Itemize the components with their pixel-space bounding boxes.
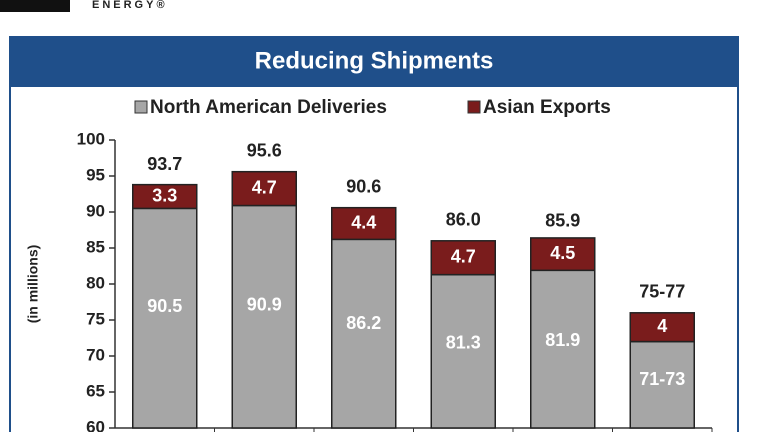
total-label: 95.6 — [247, 140, 282, 160]
total-label: 90.6 — [346, 176, 381, 196]
legend-swatch — [134, 100, 148, 114]
bar-value-label: 71-73 — [639, 369, 685, 389]
bar-segment — [132, 207, 198, 429]
bar-segment — [629, 340, 695, 429]
y-tick-label: 75 — [86, 309, 105, 328]
y-tick-label: 60 — [86, 417, 105, 432]
y-tick-label: 80 — [86, 273, 105, 292]
y-tick-label: 85 — [86, 237, 105, 256]
bar-value-label: 4.5 — [550, 243, 575, 263]
bar-segment — [331, 206, 397, 241]
logo-text: ENERGY® — [92, 0, 168, 11]
legend-label: North American Deliveries — [150, 97, 387, 118]
legend-label: Asian Exports — [483, 97, 611, 118]
y-tick-label: 65 — [86, 381, 105, 400]
y-tick-label: 90 — [86, 201, 105, 220]
bar-segment — [530, 237, 596, 272]
total-label: 93.7 — [147, 154, 182, 174]
total-label: 86.0 — [446, 210, 481, 230]
bar-segment — [629, 312, 695, 343]
bar-value-label: 4.4 — [351, 212, 376, 232]
bar-value-label: 86.2 — [346, 313, 381, 333]
bar-segment — [430, 273, 496, 429]
bar-value-label: 3.3 — [152, 185, 177, 205]
logo-block — [0, 0, 70, 12]
bar-value-label: 90.9 — [247, 294, 282, 314]
bar-value-label: 4.7 — [252, 177, 277, 197]
bar-segment — [430, 240, 496, 276]
bar-value-label: 4 — [657, 316, 667, 336]
y-tick-label: 70 — [86, 345, 105, 364]
bar-value-label: 81.3 — [446, 332, 481, 352]
bar-value-label: 90.5 — [147, 296, 182, 316]
total-label: 75-77 — [639, 282, 685, 302]
total-label: 85.9 — [545, 210, 580, 230]
bar-value-label: 4.7 — [451, 246, 476, 266]
y-tick-label: 95 — [86, 165, 105, 184]
bar-segment — [331, 238, 397, 429]
bar-segment — [231, 170, 297, 207]
legend-swatch — [467, 100, 481, 114]
title-bar — [10, 37, 738, 87]
y-axis-label: (in millions) — [25, 245, 41, 324]
y-tick-label: 100 — [77, 129, 105, 148]
chart-title: Reducing Shipments — [255, 47, 494, 74]
bar-segment — [231, 204, 297, 429]
bar-segment — [132, 183, 198, 210]
bar-value-label: 81.9 — [545, 330, 580, 350]
